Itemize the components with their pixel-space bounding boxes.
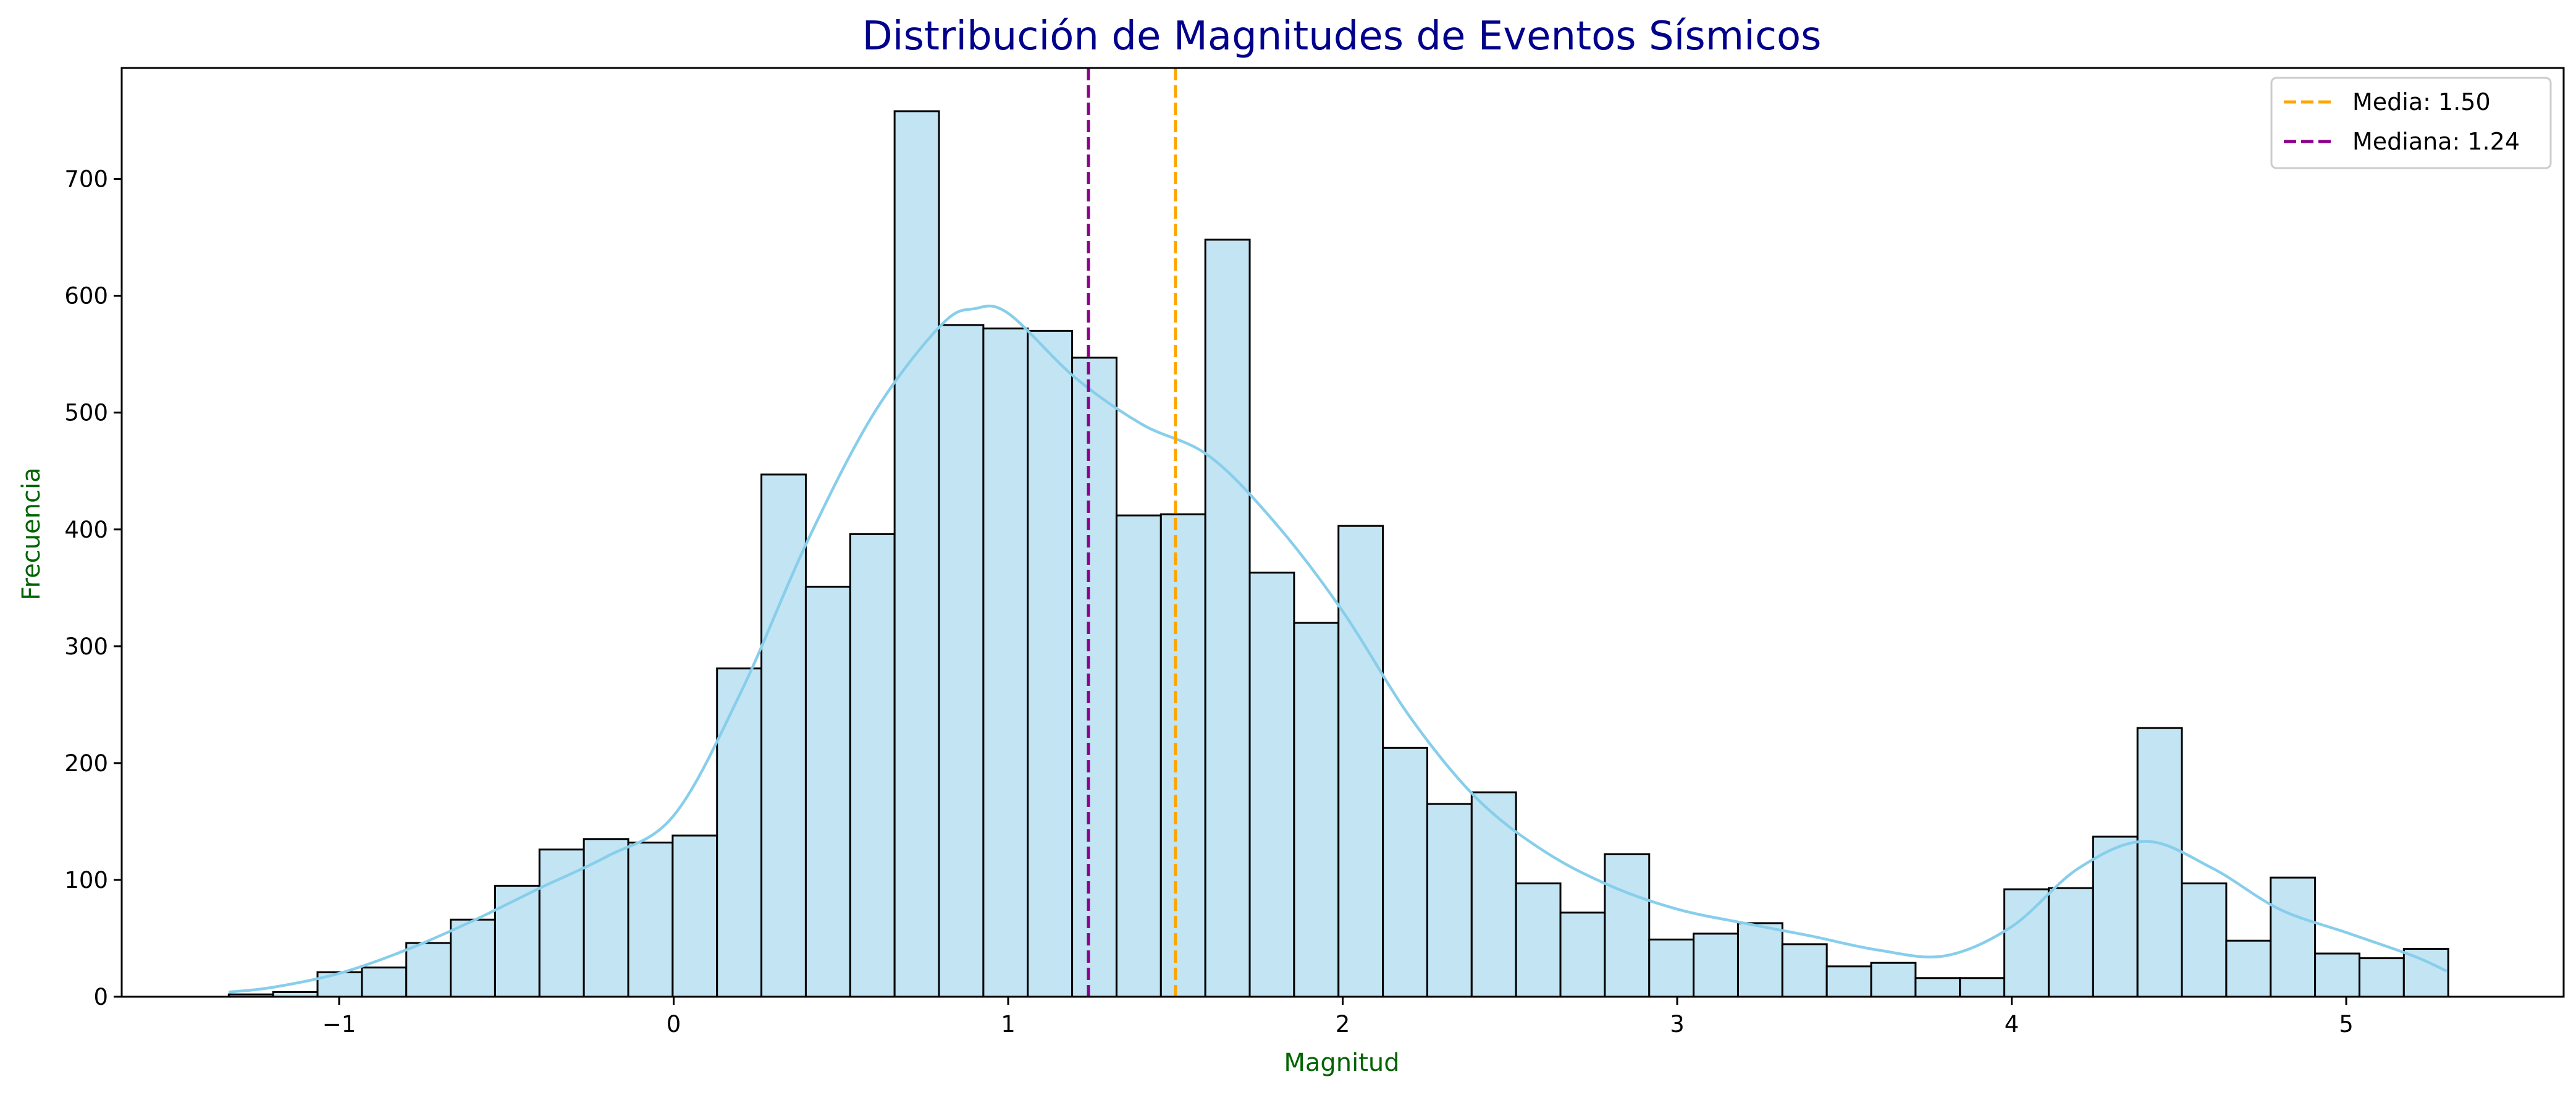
histogram-bar — [1115, 514, 1162, 998]
y-tick-label: 400 — [64, 517, 108, 543]
x-tick-label: 3 — [1670, 1011, 1685, 1038]
x-tick-label: 4 — [2005, 1011, 2019, 1038]
histogram-bar — [1337, 525, 1384, 998]
histogram-bar — [1914, 977, 1961, 998]
histogram-bar — [1027, 329, 1074, 998]
histogram-bar — [1204, 239, 1251, 998]
y-tick-label: 100 — [64, 867, 108, 894]
histogram-bar — [1382, 746, 1428, 998]
histogram-bar — [938, 324, 985, 998]
histogram-bar — [2047, 887, 2094, 998]
x-tick-label: 0 — [667, 1011, 681, 1038]
histogram-bar — [2402, 947, 2449, 998]
y-axis-ticks: 0 100 200 300 400 500 600 700 — [64, 166, 122, 1010]
legend-box — [2270, 77, 2552, 169]
y-tick-label: 0 — [93, 984, 108, 1010]
bars-group — [227, 110, 2449, 998]
histogram-bar — [405, 942, 452, 998]
histogram-bar — [1604, 853, 1651, 998]
legend-label-mean: Media: 1.50 — [2352, 88, 2491, 116]
y-tick-label: 500 — [64, 400, 108, 426]
histogram-bar — [1515, 882, 1562, 998]
histogram-bar — [361, 966, 408, 998]
histogram-bar — [494, 884, 541, 998]
histogram-bar — [2358, 957, 2405, 998]
y-tick-label: 200 — [64, 750, 108, 777]
histogram-bar — [1870, 962, 1917, 998]
histogram-bar — [1648, 938, 1695, 998]
x-axis-ticks: −1 0 1 2 3 4 5 — [322, 997, 2354, 1038]
histogram-bar — [849, 533, 896, 998]
histogram-bar — [2314, 952, 2360, 998]
histogram-bar — [804, 585, 851, 998]
histogram-bar — [2270, 876, 2317, 998]
x-tick-label: 2 — [1336, 1011, 1350, 1038]
histogram-bar — [1293, 622, 1340, 998]
legend-label-median: Mediana: 1.24 — [2352, 128, 2520, 155]
y-tick-label: 300 — [64, 633, 108, 660]
histogram-bar — [1160, 513, 1206, 998]
histogram-bar — [450, 918, 496, 998]
histogram-bar — [1426, 803, 1473, 998]
x-tick-label: 5 — [2339, 1011, 2354, 1038]
histogram-bar — [1959, 977, 2006, 998]
kde-line — [229, 304, 2448, 994]
x-axis-label: Magnitud — [1284, 1049, 1399, 1077]
histogram-bar — [2225, 939, 2272, 998]
histogram-bar — [2181, 882, 2228, 998]
histogram-bar — [893, 110, 940, 998]
histogram-bar — [671, 834, 718, 998]
histogram-bar — [627, 841, 674, 998]
histogram-bar — [1693, 932, 1739, 998]
histogram-bar — [760, 473, 807, 998]
y-axis-label: Frecuencia — [17, 467, 46, 600]
histogram-bar — [1071, 357, 1118, 998]
kde-group — [229, 304, 2448, 994]
chart-title: Distribución de Magnitudes de Eventos Sí… — [862, 14, 1822, 59]
histogram-bar — [1470, 791, 1517, 998]
y-tick-label: 600 — [64, 283, 108, 310]
histogram-bar — [1559, 911, 1606, 998]
histogram-bar — [1736, 922, 1783, 998]
histogram-bar — [1825, 965, 1872, 998]
histogram-bar — [2136, 727, 2183, 998]
histogram-bar — [982, 328, 1029, 998]
histogram-bar — [1248, 572, 1295, 998]
x-tick-label: 1 — [1001, 1011, 1016, 1038]
histogram-bar — [583, 838, 629, 998]
histogram-bar — [2092, 835, 2139, 998]
x-tick-label: −1 — [322, 1011, 356, 1038]
histogram-bar — [2003, 888, 2050, 998]
legend: Media: 1.50 Mediana: 1.24 — [2270, 77, 2552, 169]
histogram-bar — [716, 667, 763, 998]
y-tick-label: 700 — [64, 166, 108, 193]
histogram-bar — [1781, 943, 1828, 998]
